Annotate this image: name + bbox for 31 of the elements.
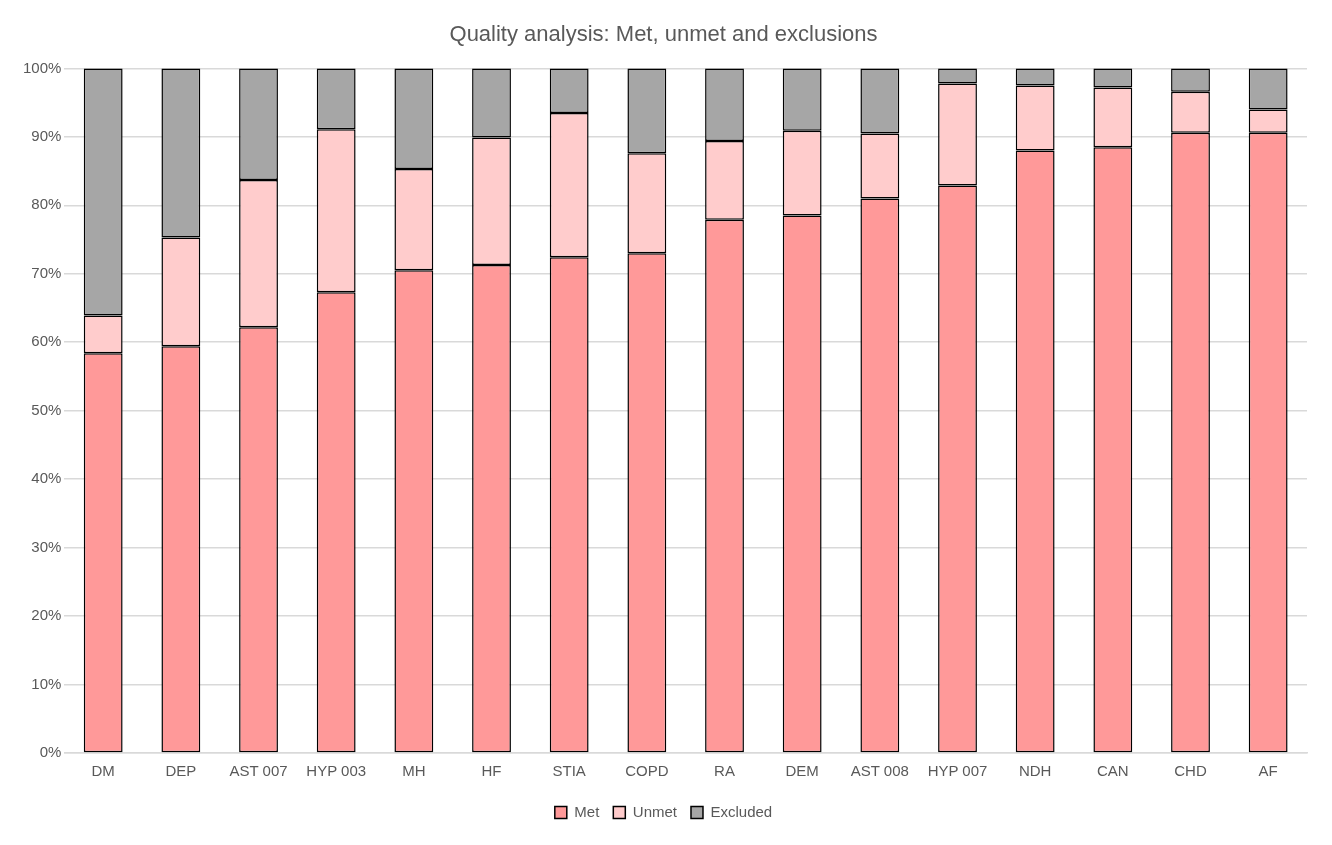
x-tick-label: COPD [625, 762, 669, 780]
y-tick-label: 60% [31, 332, 62, 350]
legend-label: Excluded [710, 802, 773, 820]
x-tick-label: RA [714, 762, 735, 780]
x-tick-label: DM [91, 762, 115, 780]
chart-title: Quality analysis: Met, unmet and exclusions [449, 21, 878, 47]
x-tick-label: DEP [165, 762, 197, 780]
y-tick-label: 20% [31, 606, 62, 624]
y-tick-label: 80% [31, 195, 62, 213]
x-tick-label: AST 008 [850, 762, 909, 780]
y-tick-label: 10% [31, 674, 62, 692]
legend-label: Unmet [632, 802, 678, 820]
y-tick-label: 30% [31, 537, 62, 555]
x-tick-label: STIA [552, 762, 586, 780]
legend-label: Met [574, 802, 601, 820]
y-tick-label: 100% [22, 58, 62, 76]
x-tick-label: DEM [785, 762, 819, 780]
x-tick-label: AF [1258, 762, 1278, 780]
x-tick-label: MH [402, 762, 426, 780]
y-tick-label: 90% [31, 127, 62, 144]
x-tick-label: CAN [1097, 762, 1129, 780]
x-tick-label: HYP 003 [306, 762, 367, 780]
x-tick-label: CHD [1174, 762, 1207, 780]
x-tick-label: HYP 007 [927, 762, 988, 780]
x-tick-label: HF [481, 762, 502, 780]
y-tick-label: 70% [31, 263, 62, 281]
x-tick-label: AST 007 [229, 762, 288, 780]
y-tick-label: 50% [31, 400, 62, 418]
x-tick-label: NDH [1018, 762, 1052, 780]
y-tick-label: 40% [31, 469, 62, 487]
y-tick-label: 0% [39, 743, 62, 761]
